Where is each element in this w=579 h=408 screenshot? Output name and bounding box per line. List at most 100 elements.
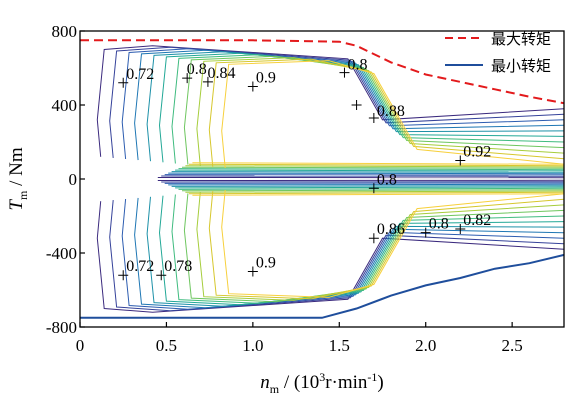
x-axis-title: nm / (103r·min-1) <box>260 370 384 396</box>
x-title-unit: r·min <box>325 372 368 393</box>
x-title-subscript: m <box>270 382 280 396</box>
contour-line <box>134 197 565 309</box>
x-tick-label: 2.5 <box>502 336 523 355</box>
y-axis-ticks: 800 400 0 -400 -800 <box>46 22 85 337</box>
contour-line <box>181 189 565 192</box>
contour-line <box>181 166 565 169</box>
contour-line <box>96 45 565 157</box>
contour-marker <box>118 270 129 281</box>
contour-marker <box>351 100 362 110</box>
y-title-symbol: T <box>6 199 27 211</box>
contour-marker <box>368 183 379 194</box>
contour-marker <box>455 155 466 166</box>
min-torque-line <box>80 253 565 319</box>
x-tick-label: 2.0 <box>415 336 436 355</box>
contour-line <box>175 186 565 189</box>
x-tick-label: 0.5 <box>156 336 177 355</box>
contour-line <box>109 46 565 158</box>
y-title-text: / Nm <box>6 147 27 191</box>
y-axis-title: Tm / Nm <box>6 147 30 210</box>
contour-marker <box>247 266 258 277</box>
contour-line <box>221 190 565 298</box>
x-title-text: / (10 <box>279 372 319 393</box>
contour-label: 0.8 <box>429 216 449 233</box>
contour-marker <box>455 223 466 234</box>
x-title-superscript: 3 <box>319 370 325 384</box>
contour-line <box>196 57 565 166</box>
contour-label: 0.8 <box>347 57 367 74</box>
contour-label: 0.8 <box>187 61 207 78</box>
contour-line <box>109 200 565 312</box>
contour-line <box>121 48 565 160</box>
contour-line <box>188 191 565 195</box>
contour-line <box>196 192 565 301</box>
contour-line <box>188 163 565 167</box>
efficiency-contours <box>96 45 565 313</box>
max-torque-line <box>80 39 565 105</box>
contour-line <box>168 172 565 175</box>
contour-line <box>178 187 565 190</box>
x-title-text: ) <box>377 372 383 393</box>
contour-label: 0.72 <box>126 258 154 275</box>
legend-label: 最大转矩 <box>491 30 551 48</box>
torque-limit-lines <box>80 39 565 319</box>
contour-marker <box>339 67 350 78</box>
contour-label: 0.86 <box>377 221 405 238</box>
contour-line <box>178 168 565 171</box>
contour-line <box>134 49 565 161</box>
x-tick-label: 0 <box>76 336 85 355</box>
contour-line <box>183 55 565 165</box>
contour-line <box>208 58 565 167</box>
x-title-symbol: n <box>260 372 270 393</box>
x-tick-label: 1.5 <box>329 336 350 355</box>
contour-line <box>175 169 565 172</box>
contour-line <box>208 191 565 300</box>
contour-label: 0.78 <box>164 258 192 275</box>
contour-line <box>183 193 565 303</box>
contour-line <box>185 190 565 193</box>
contour-line <box>185 165 565 168</box>
contour-marker <box>182 73 193 84</box>
contour-label: 0.84 <box>207 65 235 82</box>
y-tick-label: 0 <box>69 170 78 189</box>
contour-line <box>158 195 565 306</box>
legend-label: 最小转矩 <box>491 57 551 75</box>
contour-line <box>192 162 565 165</box>
contour-line <box>121 198 565 310</box>
contour-label: 0.72 <box>126 66 154 83</box>
contour-line <box>146 51 565 162</box>
contour-markers <box>118 67 466 281</box>
contour-label: 0.82 <box>463 212 491 229</box>
contour-marker <box>368 112 379 123</box>
x-title-superscript: -1 <box>367 370 377 384</box>
contour-label: 0.9 <box>256 255 276 272</box>
y-tick-label: 400 <box>52 96 78 115</box>
contour-line <box>158 52 565 163</box>
contour-line <box>171 194 565 304</box>
x-tick-label: 1.0 <box>242 336 263 355</box>
contour-line <box>221 60 565 168</box>
contour-marker <box>156 270 167 281</box>
y-title-subscript: m <box>16 190 30 200</box>
contour-line <box>192 193 565 196</box>
contour-line <box>96 201 565 313</box>
contour-marker <box>368 233 379 244</box>
contour-marker <box>202 76 213 87</box>
contour-label: 0.92 <box>463 144 491 161</box>
contour-label: 0.88 <box>377 103 405 120</box>
contour-line <box>171 185 565 187</box>
contour-marker <box>247 81 258 92</box>
y-tick-label: -400 <box>46 244 77 263</box>
contour-line <box>171 171 565 173</box>
contour-line <box>171 54 565 164</box>
contour-label: 0.9 <box>256 70 276 87</box>
contour-line <box>168 183 565 186</box>
x-axis-ticks: 0 0.5 1.0 1.5 2.0 2.5 <box>76 322 523 355</box>
contour-line <box>146 196 565 307</box>
contour-marker <box>420 227 431 238</box>
contour-labels: 0.72 0.8 0.84 0.90.80.880.920.80.86 0.8 0.820… <box>126 57 491 276</box>
y-tick-label: 800 <box>52 22 78 41</box>
y-tick-label: -800 <box>46 318 77 337</box>
